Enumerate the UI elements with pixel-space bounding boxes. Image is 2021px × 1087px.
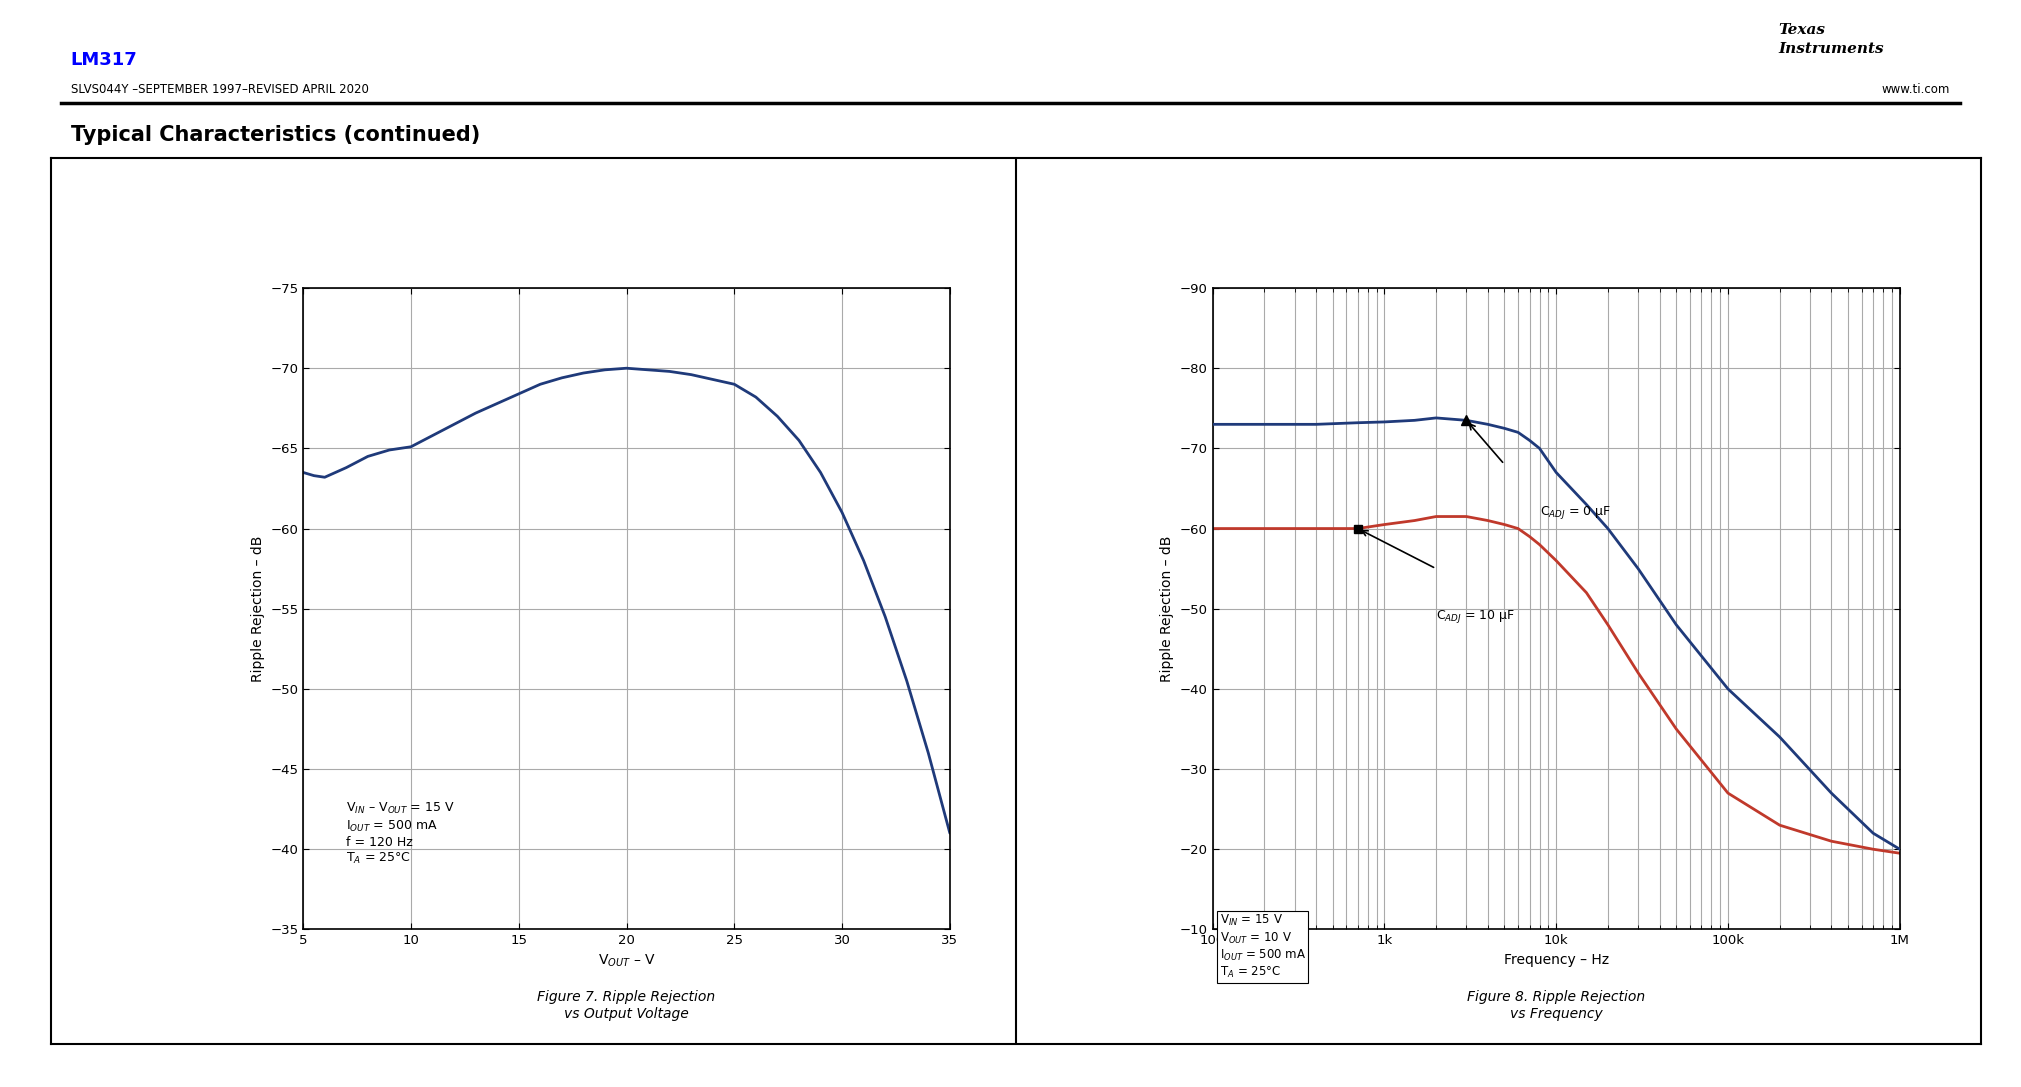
Text: ti: ti [1736,23,1750,42]
Text: C$_{ADJ}$ = 0 µF: C$_{ADJ}$ = 0 µF [1540,504,1611,521]
Text: V$_{IN}$ – V$_{OUT}$ = 15 V
I$_{OUT}$ = 500 mA
f = 120 Hz
T$_A$ = 25°C: V$_{IN}$ – V$_{OUT}$ = 15 V I$_{OUT}$ = … [346,801,455,866]
Text: C$_{ADJ}$ = 10 µF: C$_{ADJ}$ = 10 µF [1437,609,1516,625]
X-axis label: V$_{OUT}$ – V: V$_{OUT}$ – V [598,953,655,970]
Text: Instruments: Instruments [1778,42,1884,55]
Text: www.ti.com: www.ti.com [1882,83,1950,96]
Y-axis label: Ripple Rejection – dB: Ripple Rejection – dB [251,536,265,682]
Text: Figure 7. Ripple Rejection
vs Output Voltage: Figure 7. Ripple Rejection vs Output Vol… [538,990,715,1021]
Text: Texas: Texas [1778,24,1825,37]
Text: Figure 8. Ripple Rejection
vs Frequency: Figure 8. Ripple Rejection vs Frequency [1467,990,1645,1021]
Text: V$_{IN}$ = 15 V
V$_{OUT}$ = 10 V
I$_{OUT}$ = 500 mA
T$_A$ = 25°C: V$_{IN}$ = 15 V V$_{OUT}$ = 10 V I$_{OUT… [1221,913,1306,980]
Text: LM317: LM317 [71,51,137,68]
Text: SLVS044Y –SEPTEMBER 1997–REVISED APRIL 2020: SLVS044Y –SEPTEMBER 1997–REVISED APRIL 2… [71,83,368,96]
X-axis label: Frequency – Hz: Frequency – Hz [1504,953,1609,966]
Y-axis label: Ripple Rejection – dB: Ripple Rejection – dB [1160,536,1174,682]
Text: Typical Characteristics (continued): Typical Characteristics (continued) [71,125,479,145]
